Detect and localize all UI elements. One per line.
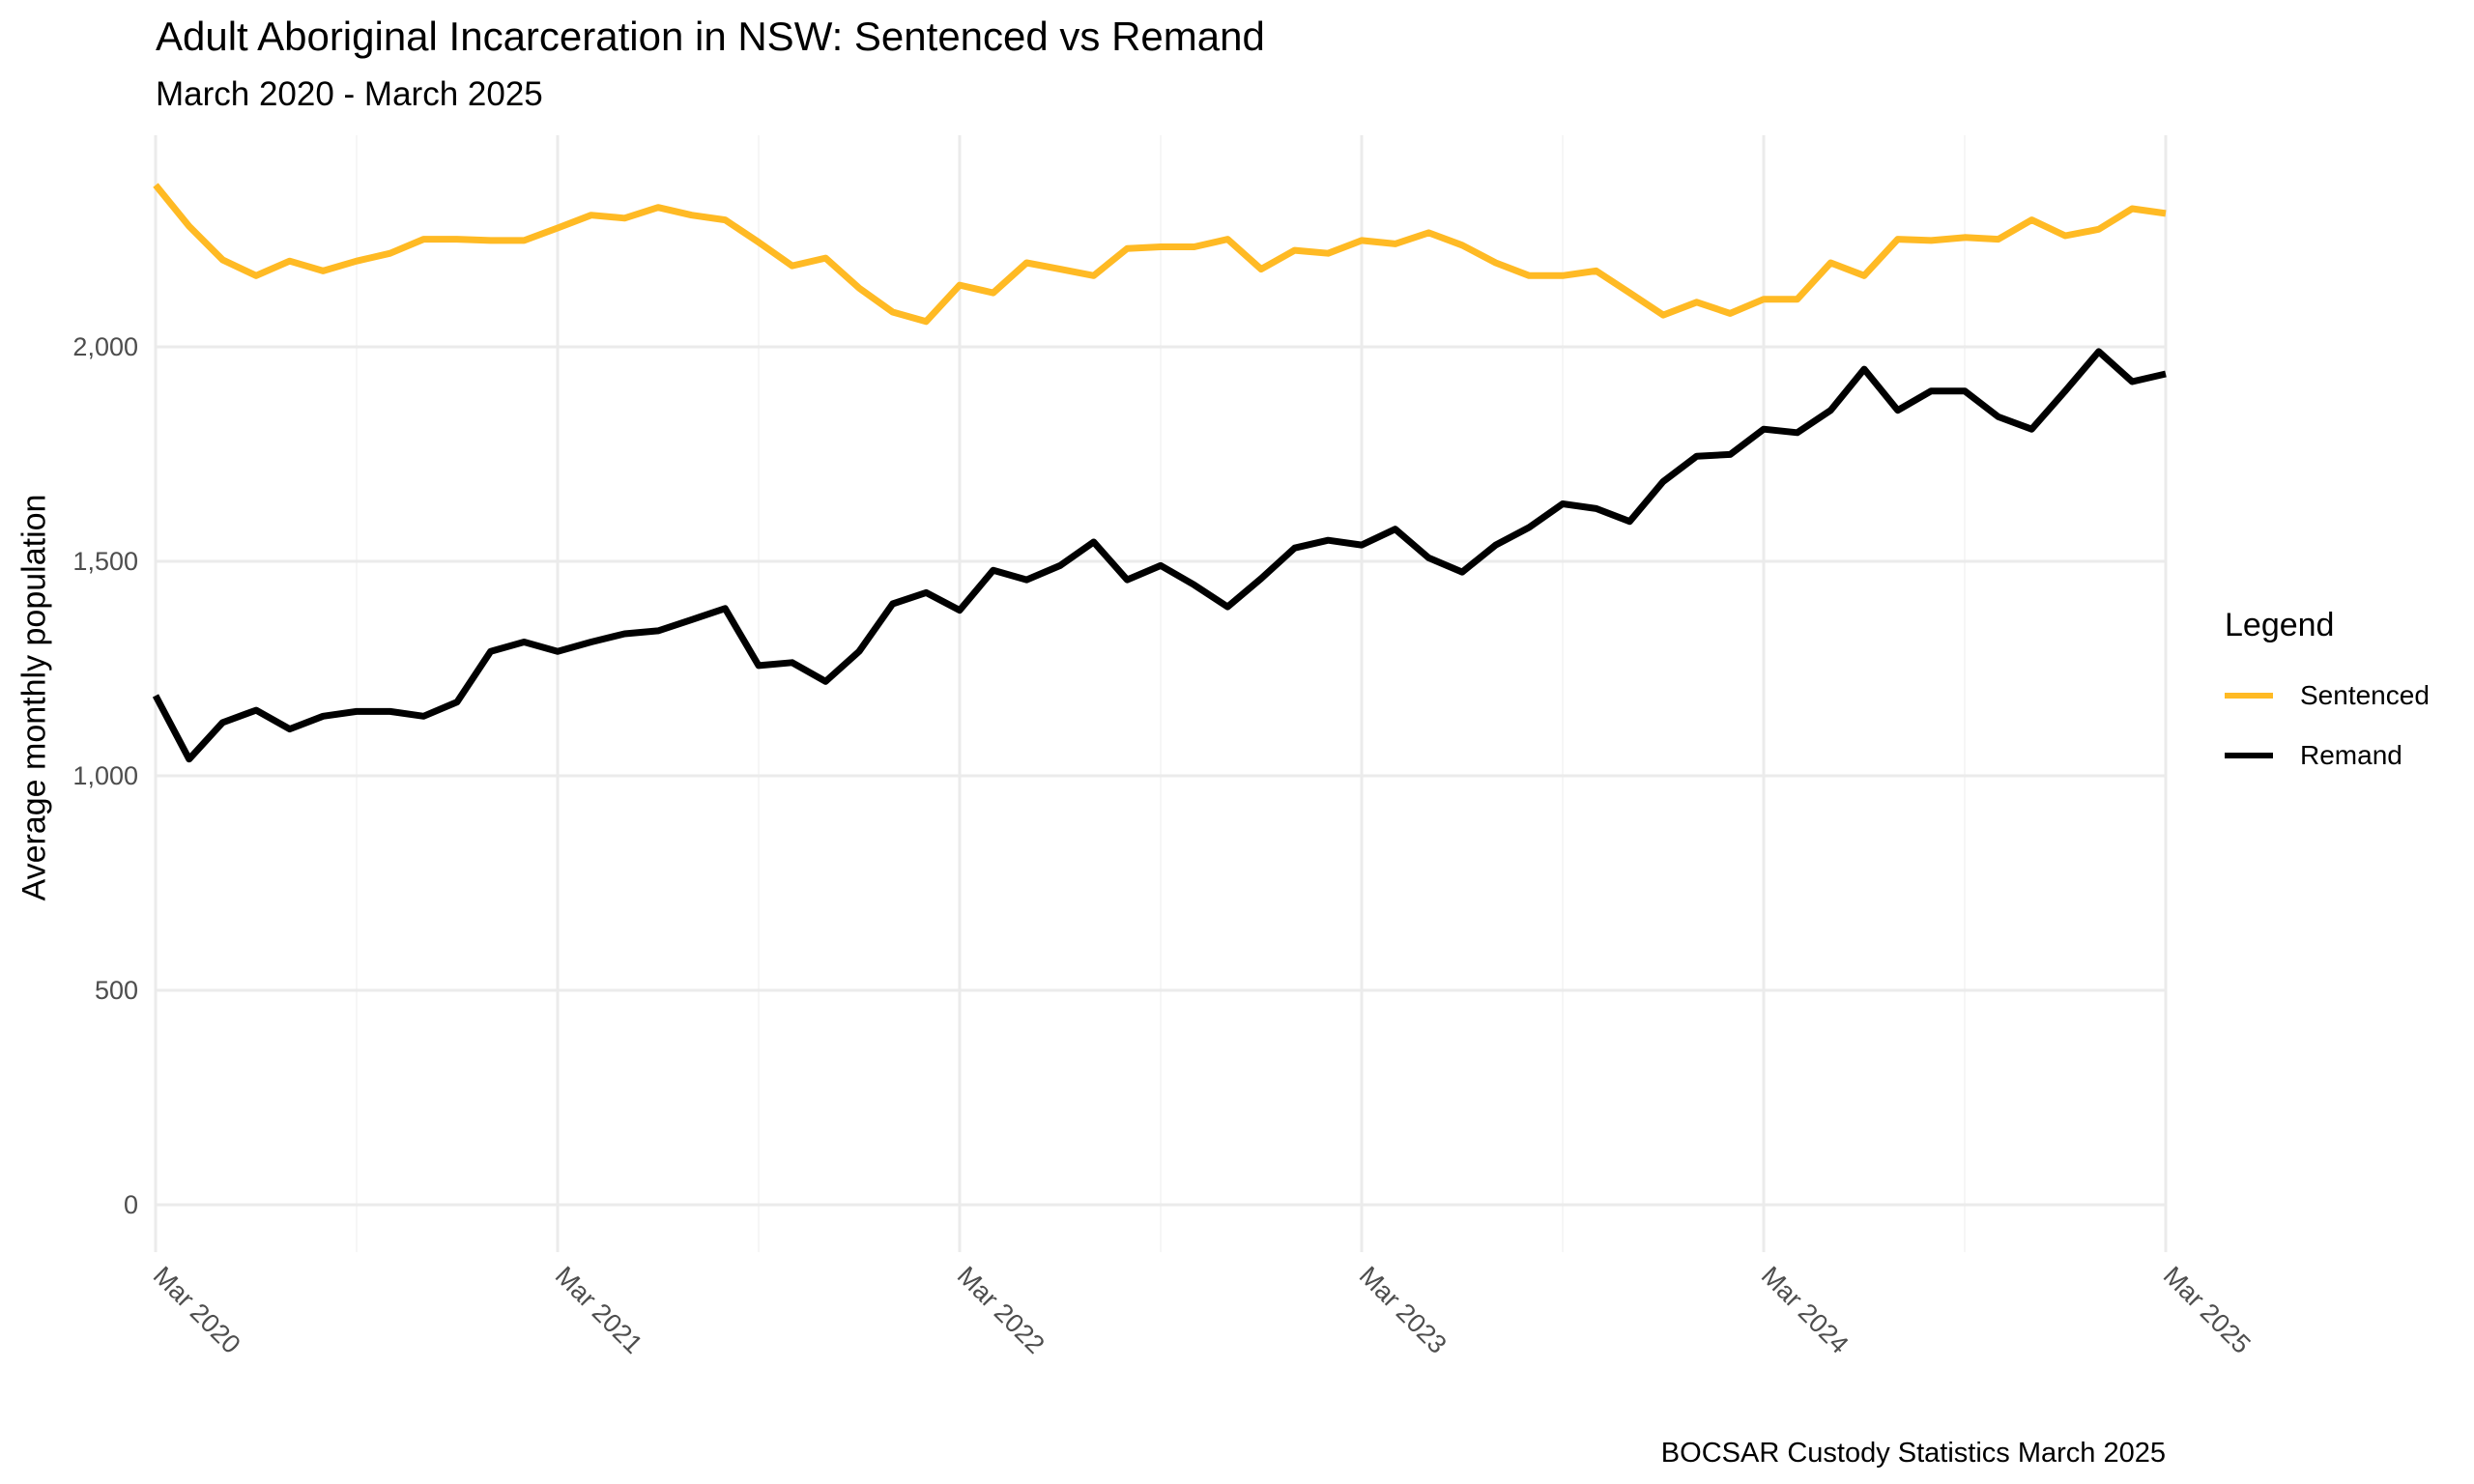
x-tick-label: Mar 2025	[2158, 1261, 2257, 1359]
y-tick-label: 500	[95, 976, 138, 1005]
legend-swatch-remand	[2225, 753, 2273, 758]
chart-caption: BOCSAR Custody Statistics March 2025	[1660, 1438, 2166, 1469]
y-tick-label: 1,000	[72, 761, 138, 790]
legend-label: Remand	[2300, 740, 2402, 770]
legend-title: Legend	[2225, 607, 2335, 643]
y-tick-label: 2,000	[72, 332, 138, 361]
y-tick-label: 1,500	[72, 547, 138, 576]
legend: Legend Sentenced Remand	[2225, 607, 2430, 785]
legend-label: Sentenced	[2300, 680, 2430, 710]
x-tick-label: Mar 2023	[1354, 1261, 1453, 1359]
chart-title: Adult Aboriginal Incarceration in NSW: S…	[156, 14, 1265, 59]
series-line-remand	[152, 348, 2167, 763]
legend-item-sentenced: Sentenced	[2225, 666, 2430, 726]
x-tick-label: Mar 2020	[148, 1261, 246, 1359]
series-line-sentenced	[153, 183, 2167, 326]
x-tick-label: Mar 2024	[1756, 1261, 1855, 1359]
x-tick-label: Mar 2021	[550, 1261, 648, 1359]
legend-item-remand: Remand	[2225, 726, 2430, 785]
legend-swatch-sentenced	[2225, 693, 2273, 699]
y-tick-label: 0	[124, 1190, 138, 1219]
x-tick-label: Mar 2022	[952, 1261, 1050, 1359]
chart-subtitle: March 2020 - March 2025	[156, 75, 543, 113]
